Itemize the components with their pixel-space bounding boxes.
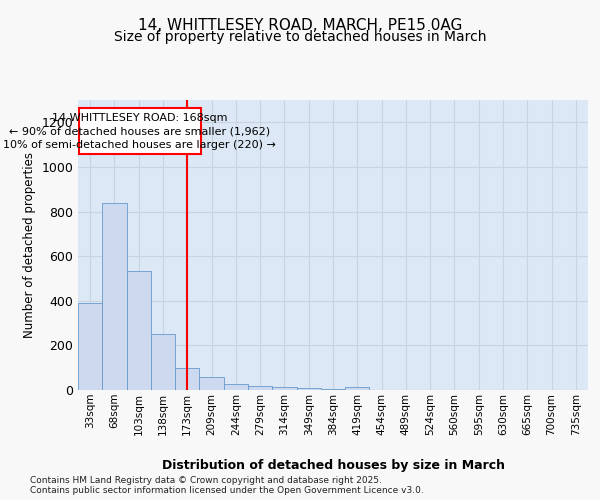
Bar: [345, 388, 370, 390]
Text: 14, WHITTLESEY ROAD, MARCH, PE15 0AG: 14, WHITTLESEY ROAD, MARCH, PE15 0AG: [138, 18, 462, 32]
Bar: [321, 389, 345, 390]
Bar: [224, 384, 248, 390]
Text: 14 WHITTLESEY ROAD: 168sqm: 14 WHITTLESEY ROAD: 168sqm: [52, 114, 227, 124]
Bar: [102, 202, 127, 390]
Text: Contains public sector information licensed under the Open Government Licence v3: Contains public sector information licen…: [30, 486, 424, 495]
Bar: [272, 386, 296, 390]
Bar: [151, 334, 175, 390]
Text: Contains HM Land Registry data © Crown copyright and database right 2025.: Contains HM Land Registry data © Crown c…: [30, 476, 382, 485]
Text: 10% of semi-detached houses are larger (220) →: 10% of semi-detached houses are larger (…: [4, 140, 277, 149]
Text: ← 90% of detached houses are smaller (1,962): ← 90% of detached houses are smaller (1,…: [10, 126, 271, 136]
Bar: [296, 388, 321, 390]
Bar: [248, 386, 272, 390]
Bar: [175, 368, 199, 390]
Text: Distribution of detached houses by size in March: Distribution of detached houses by size …: [161, 460, 505, 472]
Bar: [127, 270, 151, 390]
Bar: [199, 378, 224, 390]
Bar: [78, 303, 102, 390]
Y-axis label: Number of detached properties: Number of detached properties: [23, 152, 36, 338]
FancyBboxPatch shape: [79, 108, 200, 154]
Text: Size of property relative to detached houses in March: Size of property relative to detached ho…: [114, 30, 486, 44]
